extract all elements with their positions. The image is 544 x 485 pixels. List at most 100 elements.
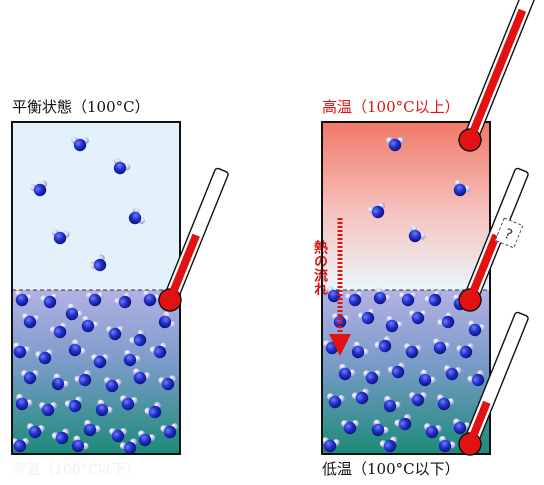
water-molecule — [385, 315, 403, 333]
water-molecule — [394, 413, 412, 431]
water-molecule — [371, 419, 389, 437]
water-molecule — [383, 395, 401, 413]
right-molecules — [322, 137, 486, 453]
water-molecule — [39, 402, 57, 417]
water-molecule — [89, 254, 107, 272]
water-molecule — [106, 326, 124, 341]
water-molecule — [91, 354, 109, 369]
heat-flow-arrow — [329, 218, 351, 356]
water-molecule — [51, 229, 70, 245]
water-molecule — [51, 428, 70, 445]
thermometers — [158, 0, 537, 456]
water-molecule — [467, 320, 486, 337]
water-molecule — [68, 339, 86, 357]
water-molecule — [443, 365, 462, 381]
water-molecule — [379, 436, 398, 453]
water-molecule — [436, 394, 455, 411]
water-molecule — [109, 428, 127, 443]
water-molecule — [373, 287, 391, 305]
water-molecule — [65, 303, 83, 321]
water-molecule — [51, 373, 69, 391]
water-molecule — [114, 291, 132, 309]
water-molecule — [86, 292, 104, 307]
right-container: 熱の流れ — [312, 121, 491, 455]
water-molecule — [158, 311, 176, 329]
water-molecule — [438, 435, 456, 453]
right-top-thermometer — [458, 0, 537, 152]
left-title: 平衡状態（100°C） — [12, 98, 150, 116]
water-molecule — [432, 338, 451, 355]
water-molecule — [149, 342, 168, 359]
water-molecule — [338, 363, 356, 381]
right-container-border — [321, 121, 491, 455]
right-hot-region — [322, 122, 490, 290]
water-molecule — [129, 329, 147, 347]
water-molecule — [21, 370, 39, 385]
water-molecule — [345, 291, 364, 307]
water-molecule — [21, 313, 40, 329]
water-molecule — [326, 393, 345, 409]
water-molecule — [123, 349, 141, 367]
water-molecule — [64, 396, 83, 413]
water-molecule — [326, 286, 345, 303]
water-molecule — [119, 395, 138, 411]
water-molecule — [49, 322, 68, 339]
water-molecule — [357, 308, 376, 325]
water-molecule — [408, 225, 426, 243]
right-bottom-label: 低温（100°C以下） — [322, 460, 460, 478]
water-molecule — [81, 315, 99, 333]
water-molecule — [119, 438, 138, 454]
water-molecule — [453, 179, 471, 197]
water-molecule — [386, 137, 404, 152]
water-molecule — [29, 180, 48, 197]
water-molecule — [399, 292, 417, 307]
water-molecule — [144, 401, 162, 419]
water-molecule — [403, 343, 422, 359]
water-molecule — [424, 289, 442, 307]
water-molecule — [15, 393, 33, 411]
water-molecule — [71, 435, 89, 453]
right-bottom-thermometer — [458, 311, 529, 456]
question-box: ? — [494, 217, 524, 249]
water-molecule — [409, 310, 427, 325]
water-molecule — [467, 369, 485, 387]
water-molecule — [437, 311, 455, 329]
water-molecule — [83, 419, 101, 437]
water-molecule — [12, 438, 29, 453]
heat-flow-label: 熱の流れ — [312, 239, 328, 296]
left-container — [11, 121, 181, 455]
water-molecule — [374, 335, 392, 353]
water-molecule — [456, 343, 475, 359]
water-molecule — [331, 313, 350, 329]
water-molecule — [74, 369, 92, 387]
water-molecule — [71, 137, 89, 152]
water-molecule — [160, 423, 179, 439]
left-bottom-label: 液温（100°C以下） — [12, 462, 140, 478]
water-molecule — [409, 392, 427, 407]
water-molecule — [351, 341, 369, 359]
water-molecule — [103, 377, 122, 393]
water-molecule — [12, 342, 31, 359]
water-molecule — [95, 399, 113, 417]
water-molecule — [14, 290, 33, 307]
water-molecule — [137, 430, 156, 447]
water-molecule — [322, 437, 340, 453]
water-molecule — [423, 423, 442, 439]
left-thermometer — [158, 167, 229, 312]
water-molecule — [367, 202, 386, 219]
water-molecule — [26, 423, 45, 439]
right-top-label: 高温（100°C以上） — [322, 98, 460, 116]
water-molecule — [387, 362, 406, 379]
water-molecule — [158, 375, 177, 391]
water-molecule — [351, 388, 370, 405]
water-molecule — [452, 418, 471, 435]
water-molecule — [132, 368, 151, 385]
water-molecule — [142, 290, 161, 307]
water-molecule — [341, 420, 359, 435]
water-molecule — [418, 369, 436, 387]
water-molecule — [363, 370, 381, 385]
water-molecule — [35, 349, 54, 365]
water-molecule — [113, 157, 131, 175]
water-molecule — [40, 293, 59, 309]
